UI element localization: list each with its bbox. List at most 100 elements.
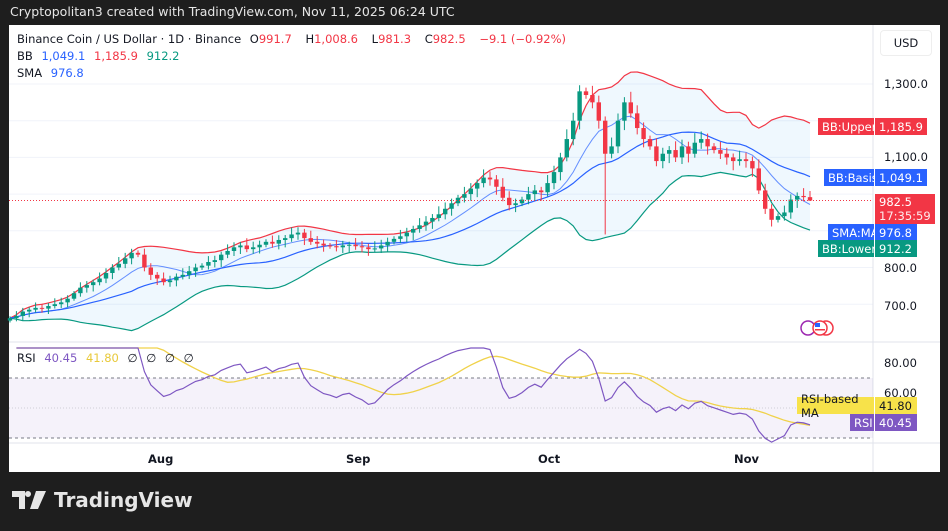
bb-upper-line bbox=[9, 71, 811, 319]
rsi-extra-2: ∅ bbox=[146, 351, 157, 365]
candle-body bbox=[699, 139, 704, 143]
candle-body bbox=[295, 232, 301, 235]
candle-body bbox=[475, 183, 480, 189]
candle-body bbox=[161, 278, 166, 283]
candle-body bbox=[231, 247, 237, 251]
candle-body bbox=[647, 139, 653, 147]
candle-body bbox=[507, 197, 512, 206]
candle-body bbox=[155, 274, 160, 279]
ohlc-high: H1,008.6 bbox=[305, 32, 363, 46]
candle-body bbox=[775, 216, 781, 220]
ohlc-close: C982.5 bbox=[425, 32, 471, 46]
candle-body bbox=[628, 102, 633, 114]
candle-body bbox=[167, 280, 173, 283]
candle-body bbox=[110, 267, 115, 274]
candle-body bbox=[302, 232, 307, 239]
candle-body bbox=[654, 146, 659, 162]
candle-body bbox=[116, 263, 121, 268]
candle-body bbox=[481, 177, 486, 184]
ohlc-low: L981.3 bbox=[372, 32, 416, 46]
rsi-extra-4: ∅ bbox=[183, 351, 194, 365]
rsi-tag-value: 40.45 bbox=[875, 414, 917, 431]
candle-body bbox=[289, 234, 294, 239]
bb-basis-value: 1,049.1 bbox=[41, 49, 86, 63]
candle-body bbox=[756, 168, 761, 191]
candle-body bbox=[731, 157, 736, 162]
rsi-ma-tag-value: 41.80 bbox=[875, 397, 917, 414]
candle-body bbox=[449, 203, 454, 209]
time-label-sep: Sep bbox=[346, 452, 371, 466]
candle-body bbox=[769, 208, 774, 220]
candle-body bbox=[519, 199, 525, 204]
rsi-ma-value: 41.80 bbox=[85, 351, 119, 365]
candle-body bbox=[539, 190, 544, 193]
candle-body bbox=[468, 188, 473, 195]
rsi-ma-tag-label: RSI-based MA bbox=[797, 392, 874, 420]
bb-fill bbox=[10, 72, 810, 331]
symbol-legend: Binance Coin / US Dollar · 1D · Binance … bbox=[17, 32, 571, 46]
currency-button[interactable]: USD bbox=[880, 30, 932, 56]
candle-body bbox=[705, 139, 710, 147]
candle-body bbox=[257, 244, 262, 248]
candle-body bbox=[583, 91, 589, 96]
rsi-extra-3: ∅ bbox=[164, 351, 175, 365]
candle-body bbox=[609, 146, 614, 154]
candle-body bbox=[417, 225, 422, 229]
candle-body bbox=[212, 260, 217, 262]
candle-body bbox=[596, 102, 601, 121]
candle-body bbox=[366, 247, 371, 250]
tradingview-logo-icon bbox=[12, 491, 46, 509]
sma-tag-value: 976.8 bbox=[875, 224, 917, 241]
candle-body bbox=[321, 243, 326, 246]
symbol-title[interactable]: Binance Coin / US Dollar · 1D · Binance bbox=[17, 32, 242, 46]
candle-body bbox=[737, 159, 742, 162]
candle-body bbox=[142, 254, 147, 268]
bb-legend[interactable]: BB 1,049.1 1,185.9 912.2 bbox=[17, 49, 185, 63]
candle-body bbox=[590, 95, 595, 103]
open-label: O bbox=[249, 32, 259, 46]
candle-body bbox=[219, 254, 224, 261]
candle-body bbox=[411, 228, 416, 233]
candle-body bbox=[244, 245, 249, 250]
candle-body bbox=[52, 304, 57, 307]
candle-body bbox=[500, 186, 505, 198]
candle-body bbox=[59, 302, 64, 305]
candle-body bbox=[97, 278, 102, 283]
candle-body bbox=[430, 217, 435, 222]
bb-upper-value: 1,185.9 bbox=[94, 49, 138, 63]
candle-body bbox=[391, 238, 397, 242]
candle-body bbox=[84, 285, 89, 288]
candle-body bbox=[641, 128, 646, 140]
candle-body bbox=[14, 315, 19, 319]
high-value: 1,008.6 bbox=[314, 32, 359, 46]
candle-body bbox=[788, 199, 793, 213]
sma-label: SMA bbox=[17, 66, 43, 80]
sma-legend[interactable]: SMA 976.8 bbox=[17, 66, 89, 80]
rsi-legend[interactable]: RSI 40.45 41.80 ∅ ∅ ∅ ∅ bbox=[17, 351, 199, 365]
candle-body bbox=[225, 250, 230, 255]
last-price-tag: 982.5 17:35:59 bbox=[875, 194, 935, 224]
candle-body bbox=[660, 153, 665, 162]
candle-body bbox=[526, 194, 531, 200]
candle-body bbox=[46, 306, 51, 309]
candle-body bbox=[385, 241, 390, 246]
price-tick: 1,100.0 bbox=[884, 150, 928, 164]
tradingview-wordmark: TradingView bbox=[54, 488, 193, 512]
candle-body bbox=[347, 244, 352, 246]
candle-body bbox=[334, 246, 339, 248]
candle-body bbox=[148, 267, 153, 275]
tradingview-logo[interactable]: TradingView bbox=[12, 488, 193, 512]
candle-body bbox=[615, 120, 621, 147]
rsi-ma-line bbox=[16, 347, 811, 426]
flag-canton bbox=[815, 323, 820, 327]
candle-body bbox=[71, 293, 77, 299]
candle-body bbox=[558, 157, 563, 173]
candle-body bbox=[398, 236, 403, 239]
candle-body bbox=[551, 172, 557, 184]
chart-panel[interactable] bbox=[9, 25, 940, 472]
time-label-oct: Oct bbox=[538, 452, 561, 466]
chart-attribution: Cryptopolitan3 created with TradingView.… bbox=[10, 4, 455, 19]
candle-body bbox=[571, 120, 576, 140]
candle-body bbox=[494, 179, 499, 187]
